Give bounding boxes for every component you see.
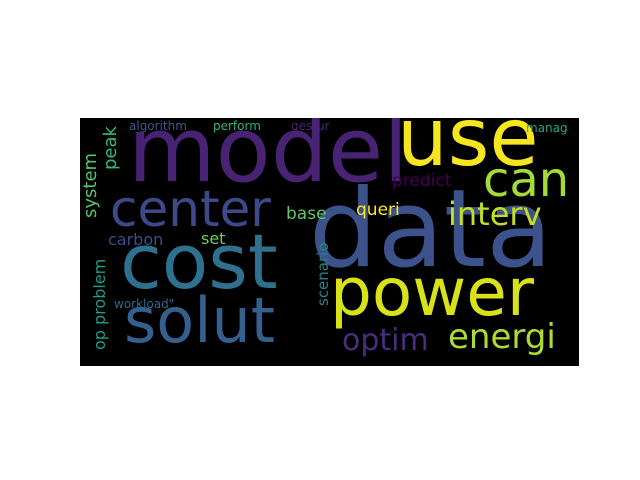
word-interv: interv: [448, 195, 542, 233]
word-use: use: [397, 118, 539, 184]
word-data: data: [309, 167, 553, 292]
word-can: can: [483, 152, 570, 208]
word-predict: predict: [392, 171, 452, 191]
word-scenario: scenario: [314, 242, 332, 306]
word-power: power: [330, 254, 534, 331]
word-manag: manag: [526, 121, 568, 135]
word-center: center: [110, 180, 271, 238]
word-system: system: [80, 152, 101, 218]
word-queri: queri: [356, 200, 400, 220]
word-carbon: carbon: [108, 230, 164, 249]
word-model: model: [128, 118, 409, 203]
word-solut: solut: [124, 284, 276, 357]
word-cost: cost: [120, 217, 278, 306]
word-op-problem: op problem: [90, 258, 109, 350]
word-peak: peak: [100, 126, 121, 170]
word-workload: workload": [114, 297, 175, 311]
word-base: base: [286, 204, 327, 224]
word-cloud: model use data cost power solut center c…: [80, 118, 579, 366]
word-gestur: gestur: [291, 119, 330, 133]
word-optim: optim: [342, 323, 429, 358]
word-perform: perform: [213, 119, 261, 133]
word-set: set: [201, 229, 226, 248]
word-algorithm: algorithm: [129, 119, 187, 133]
word-energi: energi: [448, 317, 556, 357]
